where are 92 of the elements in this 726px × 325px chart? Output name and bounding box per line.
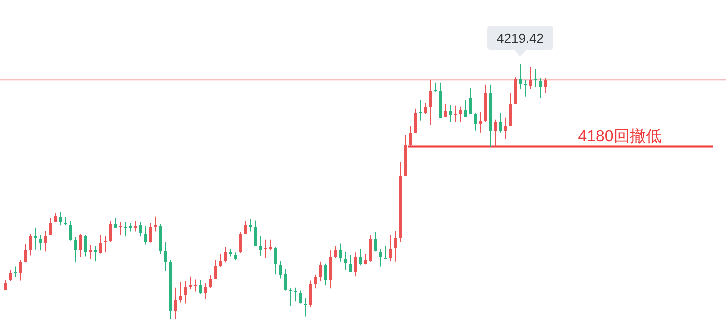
candlestick [479,111,482,134]
candlestick [209,274,212,289]
candlestick [529,66,532,90]
candlestick [534,68,537,88]
candlestick [374,231,377,252]
candlestick [199,279,202,296]
candlestick [179,282,182,304]
candlestick [194,279,197,292]
candlestick [334,246,337,260]
candlestick [4,279,7,290]
candlestick [109,220,112,242]
candlestick [509,92,512,127]
candlestick [214,260,217,280]
candlestick [174,287,177,320]
candlestick [49,218,52,236]
candlestick [24,243,27,264]
candlestick [469,88,472,115]
candlestick [369,234,372,262]
candlestick [14,266,17,278]
candlestick [259,236,262,256]
candlestick [164,241,167,272]
candlestick [494,119,497,148]
candlestick [319,261,322,282]
candlestick [44,230,47,252]
candlestick [119,222,122,236]
candlestick [339,243,342,262]
candlestick [414,108,417,134]
ref-line-label: 4180回撤低 [578,128,662,146]
candlestick [329,250,332,290]
candlestick [69,220,72,242]
candlestick [39,234,42,252]
candlestick [249,218,252,232]
candlestick [464,99,467,118]
candlestick [359,248,362,266]
candlestick [189,276,192,290]
candlestick [9,270,12,282]
candlestick [204,282,207,300]
candlestick [34,227,37,250]
candlestick [444,104,447,118]
candlestick [519,64,522,90]
candlestick [389,234,392,262]
candlestick [524,80,527,98]
candlestick [244,220,247,236]
candlestick [274,247,277,276]
candlestick [539,78,542,98]
candlestick [289,288,292,308]
candlestick [309,280,312,308]
candlestick [314,274,317,290]
candlestick [144,226,147,246]
candlestick [139,222,142,238]
candlestick [84,234,87,258]
candlestick [349,254,352,273]
candlestick [149,222,152,244]
candlestick [354,252,357,278]
candlestick [299,290,302,304]
candlestick [254,220,257,248]
candlestick [114,217,117,228]
candlestick [154,216,157,232]
candlestick [184,280,187,304]
candlestick [19,260,22,282]
candlestick [434,82,437,93]
candlestick [544,78,547,94]
candlestick [449,104,452,122]
candlestick [499,112,502,134]
candlestick [59,212,62,226]
candlestick [279,260,282,280]
candlestick [224,247,227,264]
candlestick [429,80,432,126]
candlestick [324,263,327,286]
candlestick [124,222,127,238]
candlestick [264,239,267,259]
candlestick [454,105,457,122]
candlestick [459,106,462,122]
text: 4219.42 [497,31,544,46]
candlestick [304,298,307,318]
candlestick [239,232,242,254]
candlestick [99,234,102,254]
candlestick [284,268,287,292]
candlestick [384,246,387,260]
candlestick [344,251,347,272]
candlestick [29,234,32,256]
candlestick [409,126,412,146]
candlestick [394,230,397,262]
candlestick [474,112,477,132]
candlestick [379,248,382,268]
candlestick [419,99,422,122]
candlestick [79,234,82,258]
candlestick [424,102,427,115]
candlestick [269,239,272,252]
candlestick [504,117,507,140]
candlestick [219,253,222,268]
candlestick [74,236,77,264]
